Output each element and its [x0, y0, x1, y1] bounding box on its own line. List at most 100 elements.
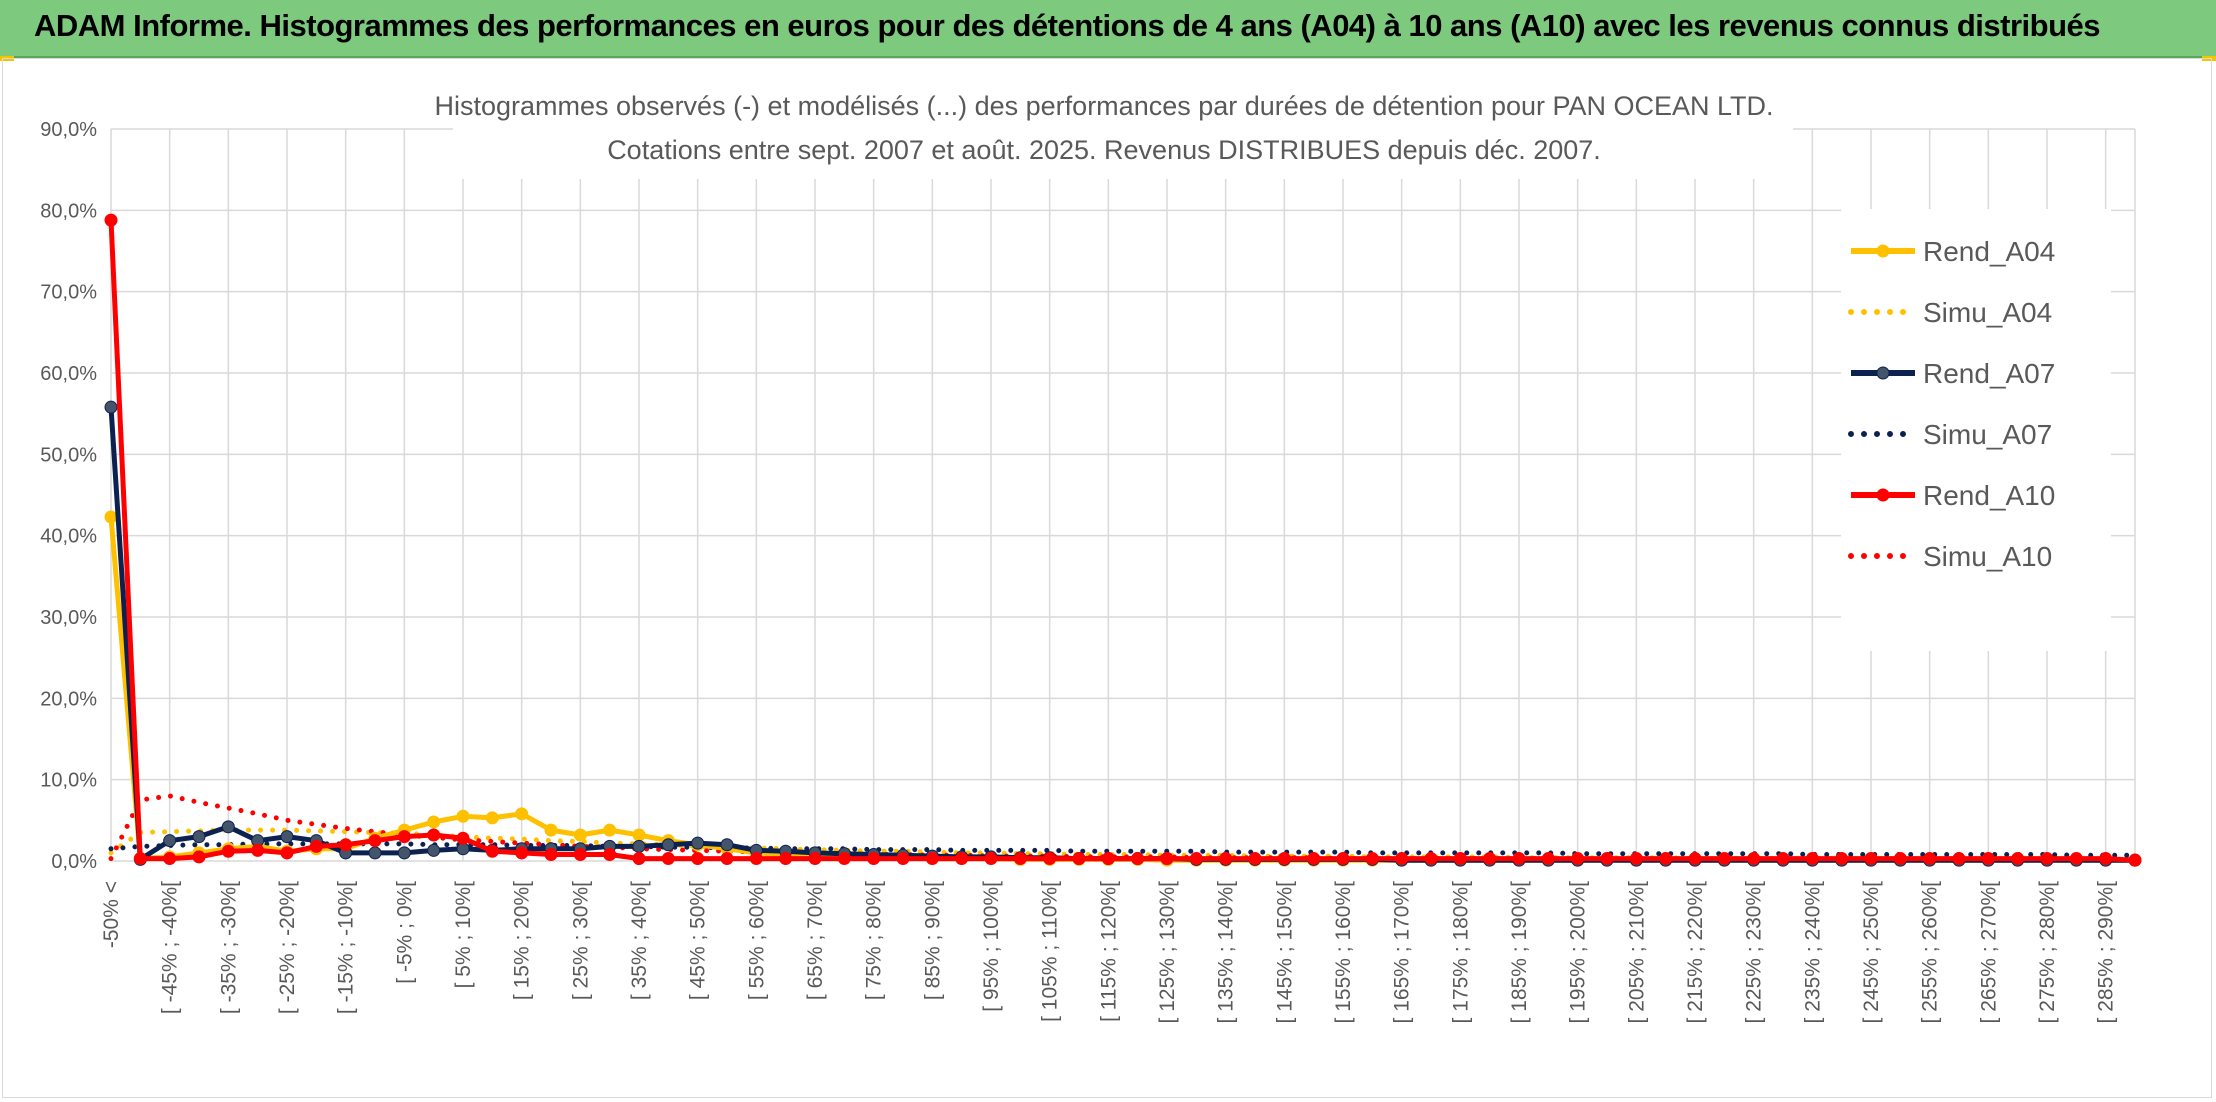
marker-Rend_A10 — [984, 852, 998, 866]
marker-Rend_A07 — [397, 846, 411, 860]
marker-Rend_A10 — [867, 852, 881, 866]
marker-Rend_A04 — [104, 510, 118, 524]
y-axis-ticks: 0,0% 10,0% 20,0% 30,0% 40,0% 50,0% 60,0% 70,0% 8… — [40, 119, 97, 873]
series-Rend_A07 — [108, 407, 2135, 863]
marker-Rend_A10 — [925, 852, 939, 866]
marker-Rend_A10 — [133, 852, 147, 866]
x-tick-label: [ 5% ; 10%[ — [452, 881, 475, 989]
marker-Rend_A10 — [1277, 852, 1291, 866]
marker-Rend_A10 — [1160, 852, 1174, 866]
series-layer — [104, 213, 2142, 867]
legend-label-Simu_A10: Simu_A10 — [1923, 541, 2052, 572]
x-tick-label: [ 235% ; 240%[ — [1801, 881, 1824, 1024]
marker-Rend_A07 — [221, 820, 235, 834]
marker-Rend_A07 — [720, 838, 734, 852]
marker-Rend_A04 — [603, 823, 617, 837]
marker-Rend_A10 — [1013, 852, 1027, 866]
marker-Rend_A10 — [1981, 852, 1995, 866]
marker-Rend_A07 — [280, 830, 294, 844]
marker-Rend_A10 — [896, 852, 910, 866]
x-tick-label: [ 15% ; 20%[ — [511, 881, 534, 1000]
marker-Rend_A04 — [427, 815, 441, 829]
marker-Rend_A10 — [1688, 852, 1702, 866]
x-tick-label: [ 255% ; 260%[ — [1919, 881, 1942, 1024]
marker-Rend_A10 — [104, 213, 118, 227]
marker-Rend_A10 — [544, 847, 558, 861]
marker-Rend_A10 — [397, 830, 411, 844]
marker-Rend_A10 — [1483, 852, 1497, 866]
x-tick-label: [ -45% ; -40%[ — [159, 881, 182, 1014]
marker-Rend_A10 — [1571, 852, 1585, 866]
marker-Rend_A07 — [163, 834, 177, 848]
marker-Rend_A10 — [1541, 852, 1555, 866]
x-axis-ticks: -50% < [ -45% ; -40%[ [ -35% ; -30%[ [ -25%… — [100, 881, 2118, 1024]
y-tick-label: 80,0% — [40, 200, 97, 222]
marker-Rend_A04 — [485, 811, 499, 825]
y-tick-label: 0,0% — [51, 851, 97, 873]
marker-Rend_A10 — [1424, 852, 1438, 866]
gridlines — [110, 128, 2136, 862]
marker-Rend_A07 — [632, 839, 646, 853]
marker-Rend_A10 — [1248, 852, 1262, 866]
marker-Rend_A10 — [1952, 852, 1966, 866]
y-tick-label: 20,0% — [40, 688, 97, 710]
marker-Rend_A10 — [955, 852, 969, 866]
line-chart: 0,0% 10,0% 20,0% 30,0% 40,0% 50,0% 60,0% 70,0% 8… — [40, 79, 2142, 1024]
x-tick-label: [ -35% ; -30%[ — [217, 881, 240, 1014]
marker-Rend_A10 — [309, 839, 323, 853]
marker-Rend_A10 — [720, 852, 734, 866]
x-tick-label: [ -25% ; -20%[ — [276, 881, 299, 1014]
marker-Rend_A07 — [104, 400, 118, 414]
marker-Rend_A10 — [1776, 852, 1790, 866]
marker-Rend_A10 — [1835, 852, 1849, 866]
report-title: ADAM Informe. Histogrammes des performan… — [34, 8, 2101, 43]
x-tick-label: [ 275% ; 280%[ — [2036, 881, 2059, 1024]
chart-frame: 0,0% 10,0% 20,0% 30,0% 40,0% 50,0% 60,0% 70,0% 8… — [2, 58, 2212, 1098]
marker-Rend_A04 — [544, 823, 558, 837]
marker-Rend_A10 — [2128, 853, 2142, 867]
marker-Rend_A07 — [368, 846, 382, 860]
legend-marker-Rend_A10 — [1876, 488, 1890, 502]
x-tick-label: [ 185% ; 190%[ — [1508, 881, 1531, 1024]
y-tick-label: 60,0% — [40, 363, 97, 385]
marker-Rend_A10 — [221, 844, 235, 858]
x-tick-label: [ 45% ; 50%[ — [687, 881, 710, 1000]
marker-Rend_A10 — [1072, 852, 1086, 866]
marker-Rend_A10 — [1043, 852, 1057, 866]
legend-marker-Rend_A07 — [1876, 366, 1890, 380]
marker-Rend_A10 — [1101, 852, 1115, 866]
marker-Rend_A10 — [485, 844, 499, 858]
chart-subtitle: Cotations entre sept. 2007 et août. 2025… — [607, 135, 1601, 165]
legend-background — [1841, 209, 2111, 651]
marker-Rend_A10 — [2040, 852, 2054, 866]
x-tick-label: [ 75% ; 80%[ — [863, 881, 886, 1000]
marker-Rend_A10 — [2099, 852, 2113, 866]
marker-Rend_A10 — [1600, 852, 1614, 866]
marker-Rend_A10 — [1336, 852, 1350, 866]
x-tick-label: [ 25% ; 30%[ — [569, 881, 592, 1000]
marker-Rend_A10 — [1219, 852, 1233, 866]
marker-Rend_A10 — [1893, 852, 1907, 866]
title-background — [453, 79, 1793, 179]
x-tick-label: [ 55% ; 60%[ — [745, 881, 768, 1000]
marker-Rend_A10 — [280, 846, 294, 860]
marker-Rend_A10 — [1453, 852, 1467, 866]
y-tick-label: 70,0% — [40, 282, 97, 304]
marker-Rend_A07 — [192, 830, 206, 844]
marker-Rend_A07 — [691, 836, 705, 850]
x-tick-label: [ -15% ; -10%[ — [335, 881, 358, 1014]
marker-Rend_A04 — [515, 807, 529, 821]
legend-label-Rend_A07: Rend_A07 — [1923, 358, 2055, 389]
series-Rend_A10 — [108, 219, 2136, 863]
series-Simu_A07 — [108, 841, 2138, 858]
y-tick-label: 10,0% — [40, 770, 97, 792]
marker-Rend_A10 — [2069, 852, 2083, 866]
marker-Rend_A10 — [1747, 852, 1761, 866]
marker-Rend_A10 — [427, 828, 441, 842]
legend-marker-Rend_A04 — [1876, 244, 1890, 258]
legend-label-Rend_A10: Rend_A10 — [1923, 480, 2055, 511]
y-tick-label: 40,0% — [40, 526, 97, 548]
marker-Rend_A04 — [573, 828, 587, 842]
x-tick-label: -50% < — [100, 881, 123, 948]
marker-Rend_A10 — [691, 852, 705, 866]
